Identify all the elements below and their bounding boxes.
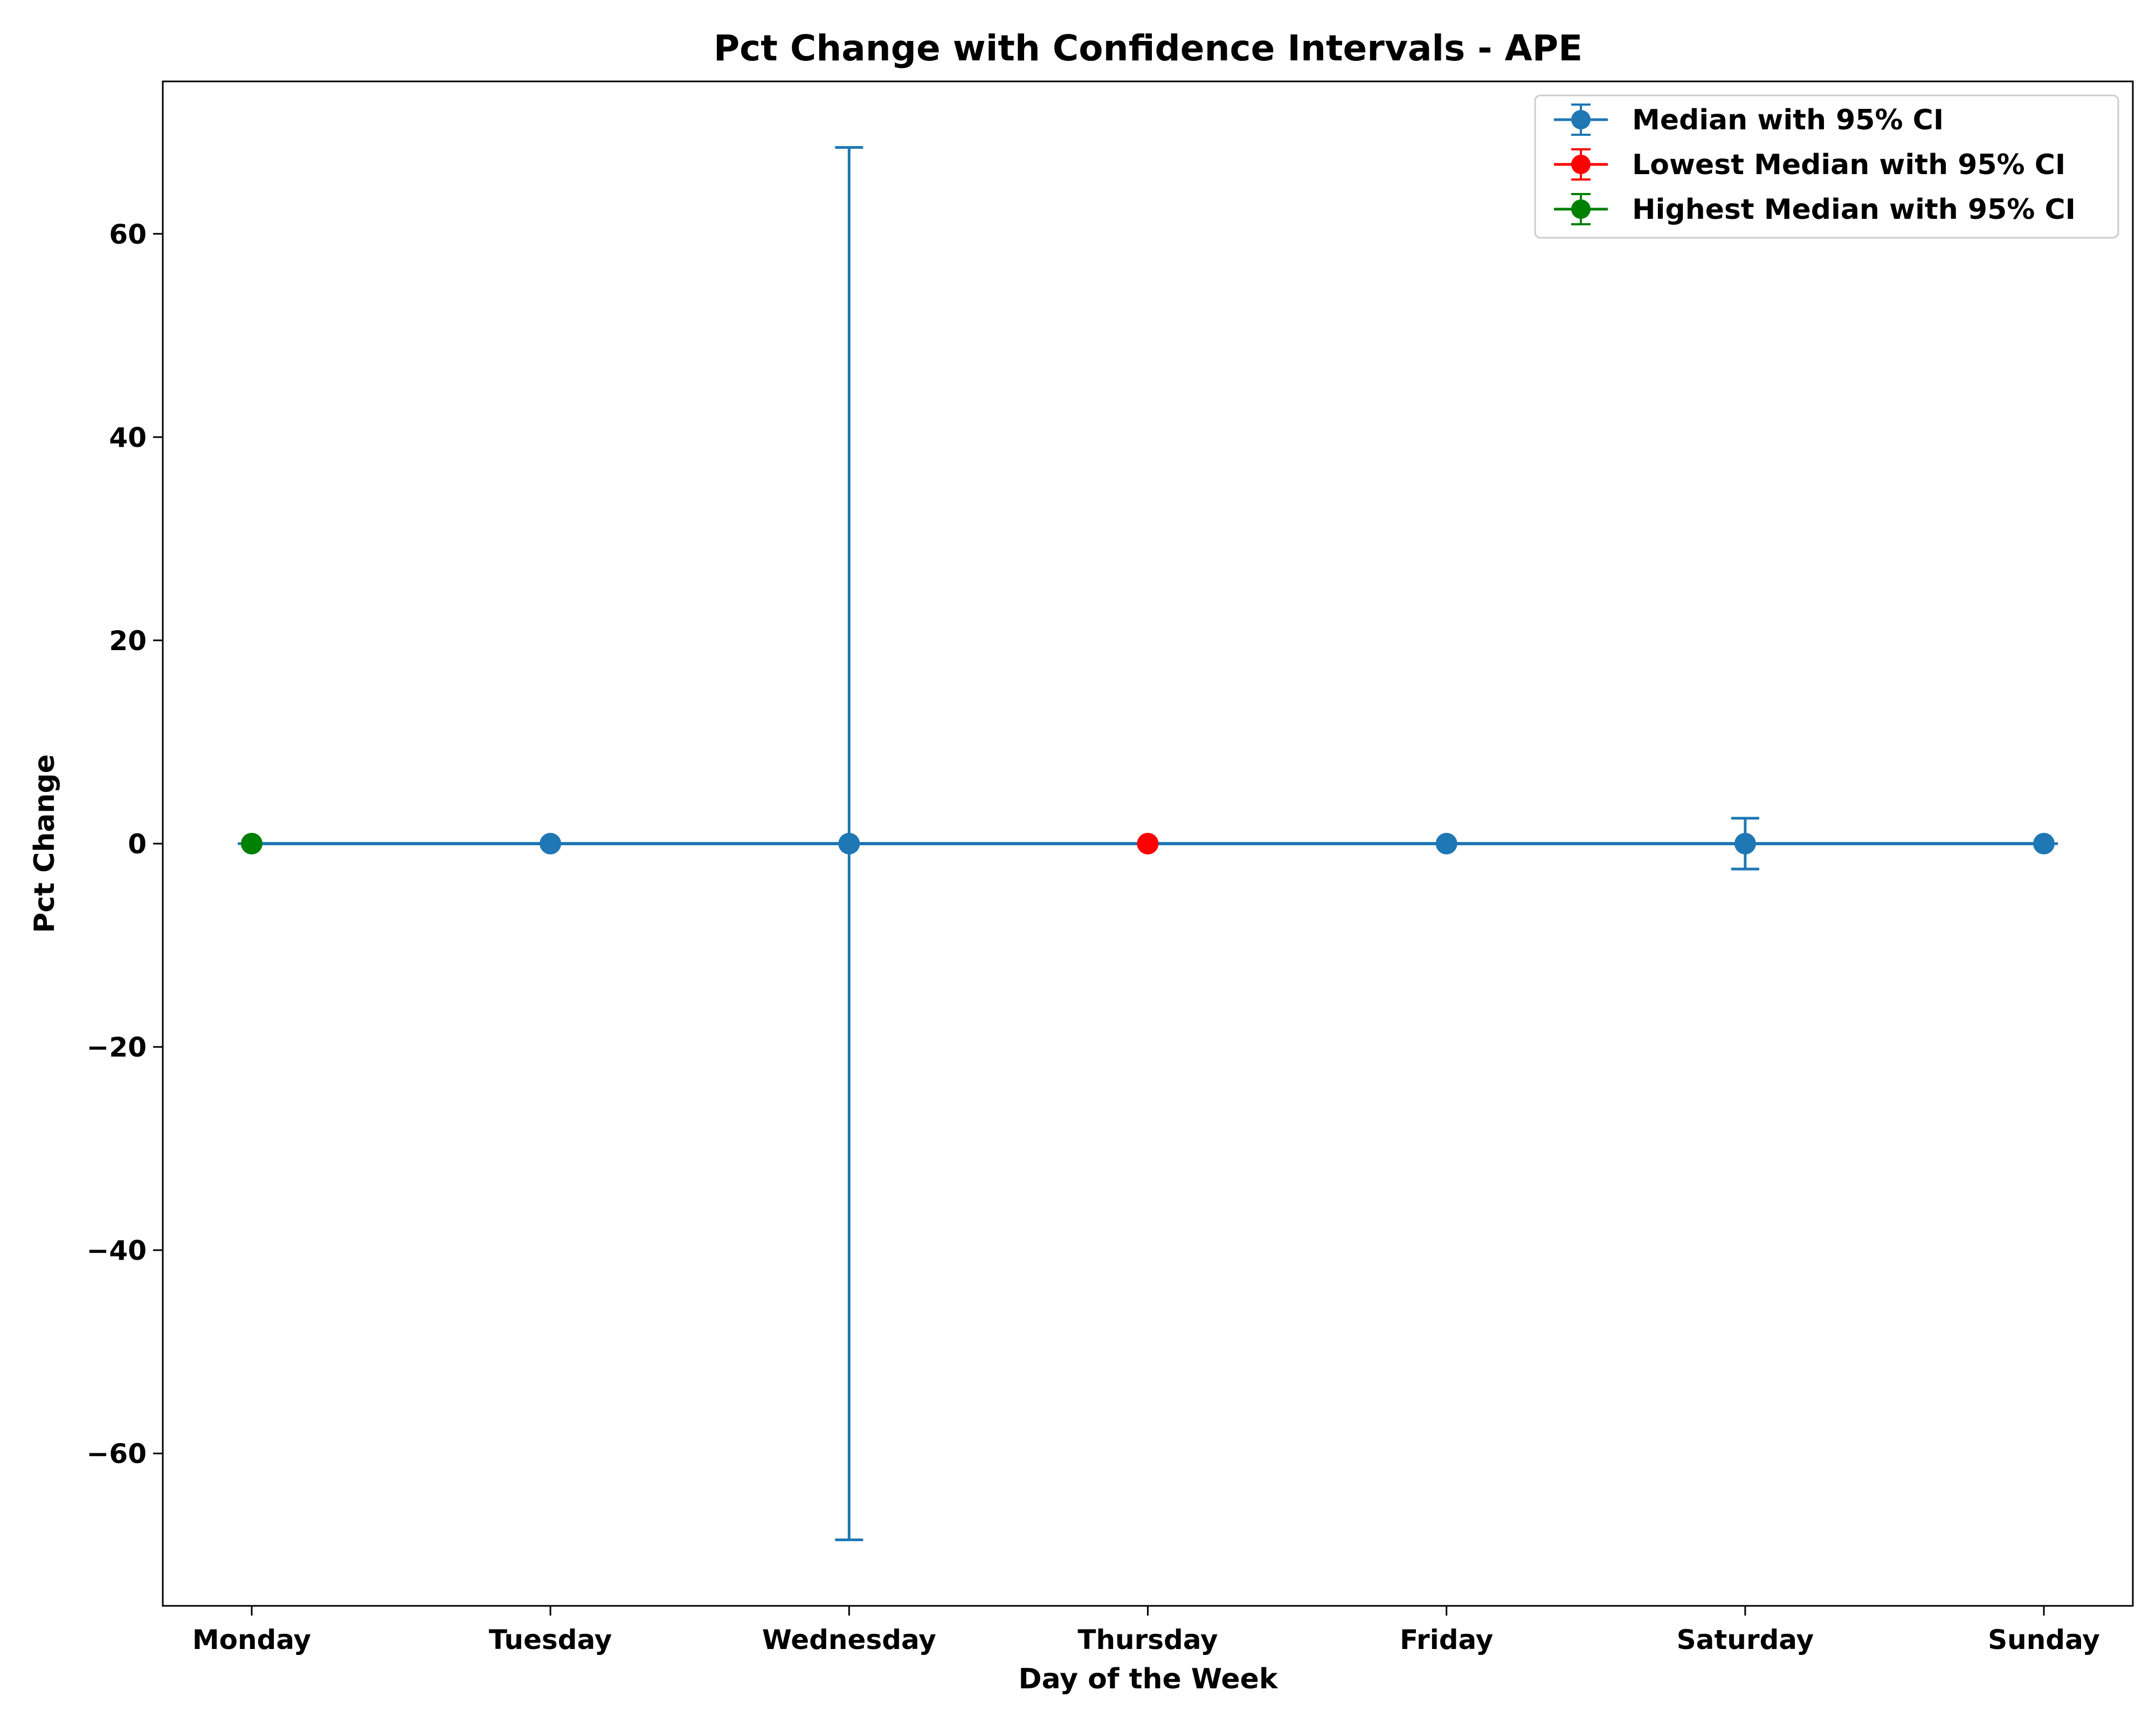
legend-box [1534,94,2119,239]
legend-label: Highest Median with 95% CI [1632,194,2076,226]
y-tick-label: −40 [87,1235,147,1266]
highlight-point [1137,833,1159,854]
x-tick-label: Tuesday [489,1624,612,1655]
plot-area [238,146,2058,1541]
median-point [1435,833,1457,854]
x-tick-label: Friday [1400,1624,1493,1655]
y-axis-label: Pct Change [29,754,61,933]
x-tick-label: Monday [192,1624,311,1655]
y-tick-label: 40 [109,422,147,453]
y-tick-label: 0 [128,829,147,860]
x-tick-label: Thursday [1077,1624,1218,1655]
y-tick-label: 60 [109,219,147,250]
median-point [838,833,860,854]
y-tick-label: −20 [87,1032,147,1063]
legend-marker [1571,110,1591,129]
median-point [2033,833,2055,854]
legend-marker [1571,155,1591,174]
legend-label: Median with 95% CI [1632,104,1944,136]
y-axis-ticks: −60 −40 −20 0 20 40 60 [87,219,163,1469]
x-tick-label: Wednesday [762,1624,936,1655]
legend-label: Lowest Median with 95% CI [1632,149,2065,181]
x-tick-label: Sunday [1988,1624,2100,1655]
x-axis-ticks: Monday Tuesday Wednesday Thursday Friday Satu… [192,1606,2100,1655]
highlight-point [241,833,262,854]
chart-title: Pct Change with Confidence Intervals - A… [714,27,1583,69]
legend-marker [1571,199,1591,219]
x-axis-label: Day of the Week [1019,1663,1279,1695]
legend: Median with 95% CI Lowest Median with 95%… [1534,94,2119,239]
median-point [1734,833,1756,854]
x-tick-label: Saturday [1677,1624,1814,1655]
y-tick-label: −60 [87,1438,147,1469]
median-point [540,833,562,854]
y-tick-label: 20 [109,625,147,657]
